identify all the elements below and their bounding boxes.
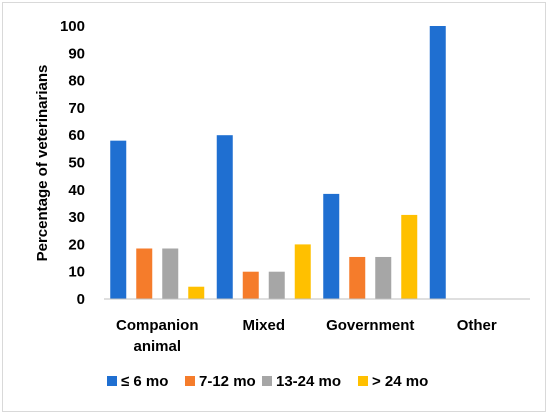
chart-frame [2,2,546,412]
y-tick-label: 10 [68,264,85,281]
bar-2-3 [401,214,418,299]
category-label: Government [326,317,414,334]
y-tick-label: 70 [68,100,85,117]
bar-2-2 [375,256,392,299]
bar-1-3 [294,244,311,299]
bars [110,26,446,299]
y-tick-label: 20 [68,236,85,253]
y-tick-label: 0 [77,291,85,308]
bar-2-1 [349,256,366,299]
legend-swatch [262,376,272,386]
bar-1-1 [242,271,259,299]
y-tick-label: 60 [68,127,85,144]
legend-swatch [358,376,368,386]
y-tick-label: 90 [68,45,85,62]
bar-0-1 [136,248,153,299]
y-axis-label: Percentage of veterinarians [34,65,51,262]
bar-1-2 [268,271,285,299]
bar-3-0 [429,26,446,299]
category-label: Companion [116,317,199,334]
y-tick-label: 50 [68,155,85,172]
y-tick-label: 30 [68,209,85,226]
bar-2-0 [323,193,340,299]
y-tick-label: 100 [60,18,85,35]
legend-swatch [185,376,195,386]
category-label: Other [457,317,497,334]
bar-0-0 [110,140,127,299]
legend-swatch [107,376,117,386]
legend-label: ≤ 6 mo [121,373,168,390]
y-tick-label: 80 [68,73,85,90]
legend-label: > 24 mo [372,373,428,390]
bar-1-0 [216,135,233,299]
category-label: animal [133,338,181,355]
category-labels: Companion animal Mixed Government Other [116,317,497,355]
bar-0-2 [162,248,179,299]
legend: ≤ 6 mo 7-12 mo 13-24 mo > 24 mo [107,373,428,390]
y-tick-label: 40 [68,182,85,199]
category-label: Mixed [242,317,285,334]
legend-label: 13-24 mo [276,373,341,390]
y-axis-label-group: Percentage of veterinarians [34,65,51,262]
legend-label: 7-12 mo [199,373,256,390]
bar-0-3 [188,286,205,299]
y-axis-ticks: 0 10 20 30 40 50 60 70 80 90 100 [60,18,85,308]
